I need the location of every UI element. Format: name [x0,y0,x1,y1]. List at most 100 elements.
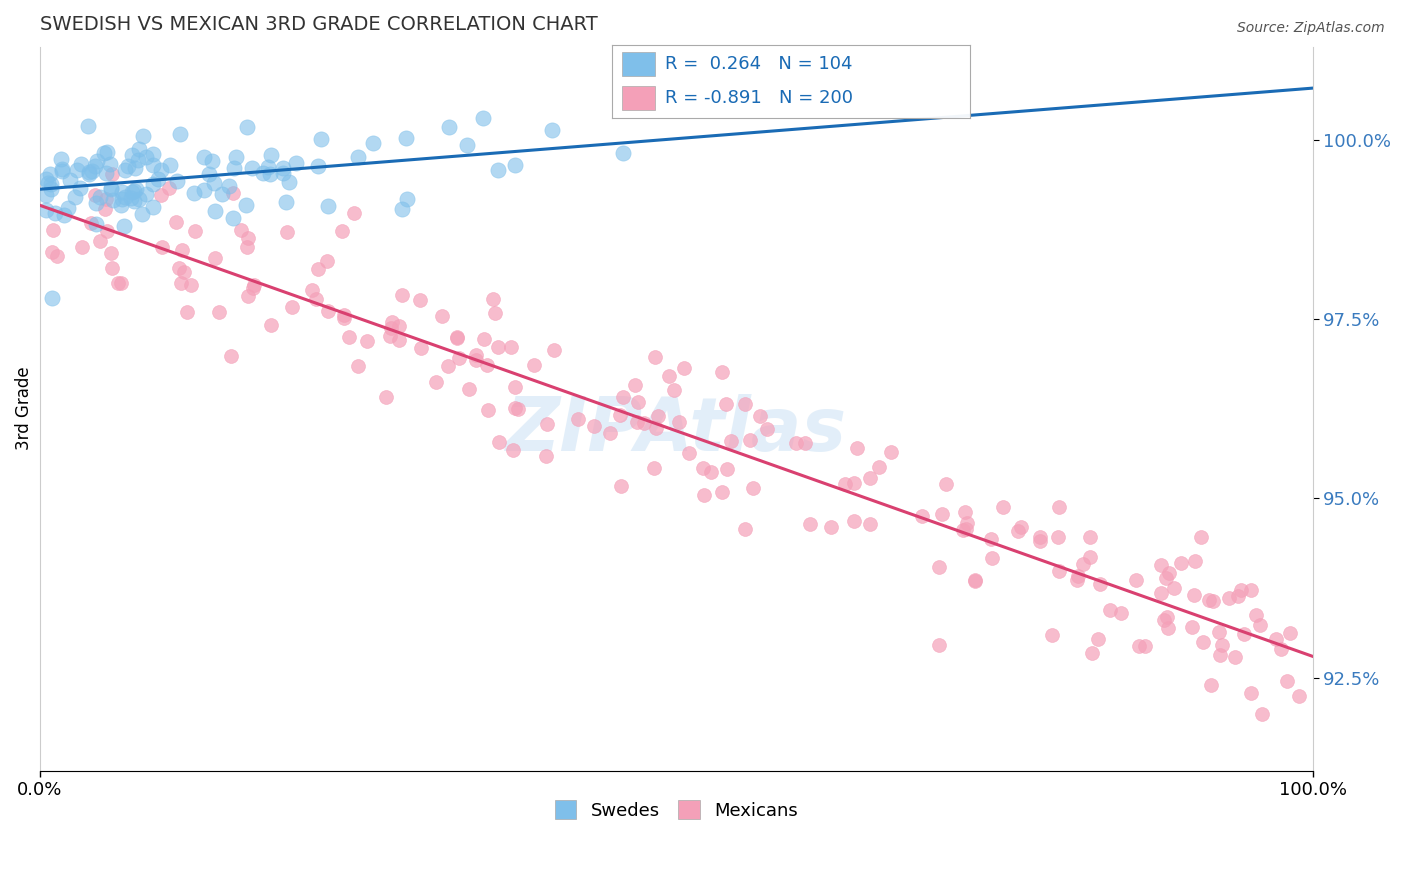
Point [583,418,606,433]
Point [409,341,432,355]
Point [112,219,135,234]
Point [692,488,714,502]
Point [218,178,240,193]
Point [259,168,281,182]
Point [1040,628,1063,642]
Point [236,289,259,303]
Point [523,358,546,372]
Point [785,435,807,450]
Point [956,516,979,530]
Point [749,409,772,423]
Point [114,162,136,177]
Point [503,158,526,172]
Point [734,522,756,536]
Point [1066,574,1088,588]
Point [100,181,122,195]
Point [793,435,815,450]
Point [131,207,153,221]
Point [301,283,323,297]
Point [333,308,356,322]
Point [86,154,108,169]
Point [41,245,63,260]
Point [132,128,155,143]
Point [1081,646,1104,660]
Point [1087,632,1109,647]
Point [307,159,329,173]
Point [169,128,191,142]
Point [395,131,418,145]
Point [388,318,411,333]
Point [720,434,742,449]
Point [540,123,562,137]
Point [842,514,865,528]
Point [1288,690,1310,704]
Point [202,176,225,190]
Point [1265,632,1288,647]
Point [980,532,1002,546]
Point [122,194,145,209]
Point [711,365,734,379]
Point [236,120,259,135]
Point [127,153,149,167]
Point [963,574,986,588]
Point [142,158,165,172]
Point [740,433,762,447]
Point [193,183,215,197]
Point [96,224,118,238]
Point [271,161,294,175]
Point [388,333,411,347]
Point [1240,686,1263,700]
Point [124,161,146,176]
Point [256,160,278,174]
Point [859,470,882,484]
Point [276,226,298,240]
Point [35,187,58,202]
Point [37,176,59,190]
Point [610,478,633,492]
Point [472,332,495,346]
Point [46,249,69,263]
Point [457,383,479,397]
Point [425,376,447,390]
Point [845,441,868,455]
Point [347,359,370,373]
Point [534,449,557,463]
Point [928,560,950,574]
Point [77,165,100,179]
Point [734,397,756,411]
Point [128,142,150,156]
Point [482,293,505,307]
Point [307,261,329,276]
Point [1154,571,1177,585]
Point [89,190,111,204]
Point [83,160,105,174]
Point [488,340,510,354]
Point [252,166,274,180]
Point [955,522,977,536]
Point [612,145,634,160]
Point [98,157,121,171]
Point [35,203,58,218]
Point [1208,648,1230,662]
Point [211,186,233,201]
Point [447,351,470,365]
Point [184,224,207,238]
Point [446,331,468,345]
Point [380,329,402,343]
Point [200,153,222,168]
Point [111,185,134,199]
Y-axis label: 3rd Grade: 3rd Grade [15,367,32,450]
Point [284,156,307,170]
Point [142,177,165,191]
Point [1218,591,1240,605]
Point [135,150,157,164]
Point [84,188,107,202]
Point [1270,642,1292,657]
Point [96,145,118,160]
Point [488,435,510,450]
Point [236,240,259,254]
Point [505,401,527,416]
Point [219,349,242,363]
Point [381,315,404,329]
Point [110,198,132,212]
